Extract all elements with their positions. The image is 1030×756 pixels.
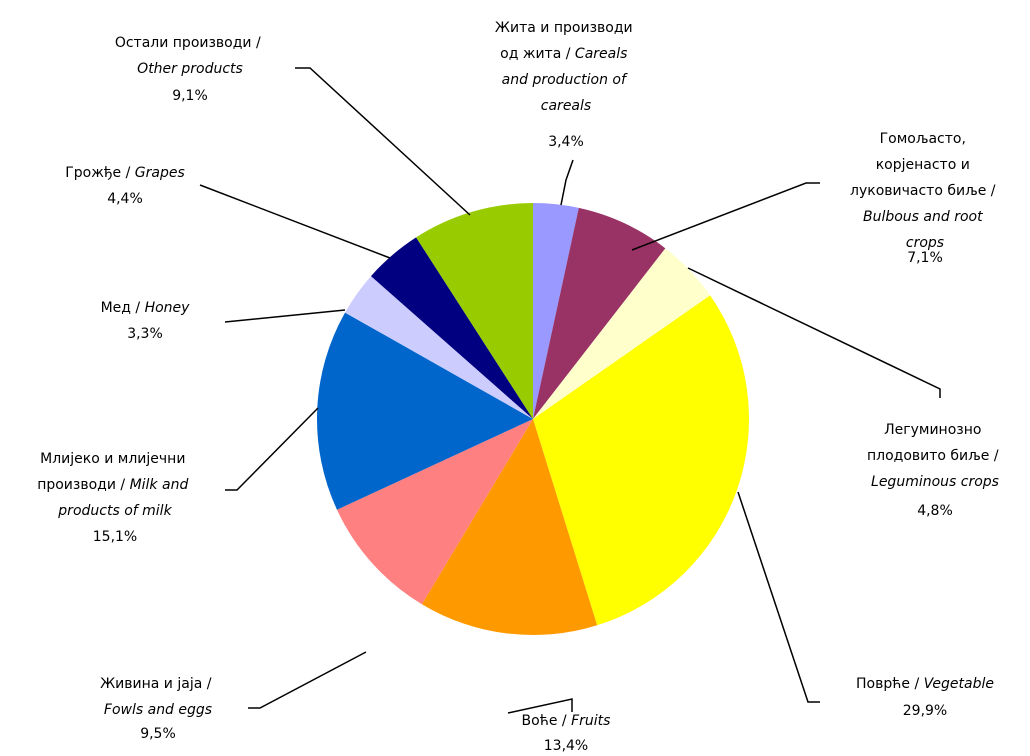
- pie-slice: [533, 203, 579, 419]
- slice-label: Поврће / Vegetable: [856, 676, 994, 692]
- value-label: 4,8%: [917, 503, 953, 519]
- pie-slice: [336, 419, 533, 605]
- leader-line: [199, 184, 391, 259]
- leader-line: [248, 651, 367, 709]
- pie-slice: [370, 237, 533, 419]
- pie-slice: [533, 248, 711, 419]
- leader-line: [507, 698, 573, 714]
- value-label: 3,4%: [548, 134, 584, 150]
- slice-label: Живина и јаја / Fowls and eggs: [100, 676, 216, 718]
- value-label: 9,1%: [172, 88, 208, 104]
- pie-slice: [345, 276, 533, 419]
- leader-line: [560, 159, 574, 206]
- pie-slice: [533, 295, 749, 626]
- slice-label: Жита и производи од жита / Careals and p…: [495, 20, 637, 114]
- slice-label: Млијеко и млијечни производи / Milk and …: [37, 451, 193, 519]
- slice-label: Воће / Fruits: [522, 713, 611, 729]
- value-label: 15,1%: [93, 529, 137, 545]
- pie-slice: [421, 419, 598, 635]
- value-label: 7,1%: [907, 250, 943, 266]
- leader-line: [225, 407, 319, 491]
- value-label: 29,9%: [903, 703, 947, 719]
- value-label: 9,5%: [140, 726, 176, 742]
- pie-slice: [533, 207, 666, 419]
- leader-line: [687, 267, 941, 398]
- leader-line: [224, 309, 346, 323]
- pie-slice: [316, 312, 533, 510]
- value-label: 3,3%: [127, 326, 163, 342]
- slice-label: Мед / Honey: [101, 300, 191, 316]
- slice-label: Грожђе / Grapes: [65, 165, 185, 181]
- slice-label: Легуминозно плодовито биље / Leguminous …: [867, 422, 1003, 490]
- leader-line: [295, 67, 471, 216]
- leader-line: [631, 182, 820, 251]
- slice-label: Гомољасто, корјенасто и луковичасто биље…: [850, 131, 1000, 251]
- value-label: 4,4%: [107, 191, 143, 207]
- slice-label: Остали производи / Other products: [115, 35, 265, 77]
- leader-line: [737, 491, 820, 703]
- pie-slice: [416, 203, 533, 419]
- value-label: 13,4%: [544, 738, 588, 754]
